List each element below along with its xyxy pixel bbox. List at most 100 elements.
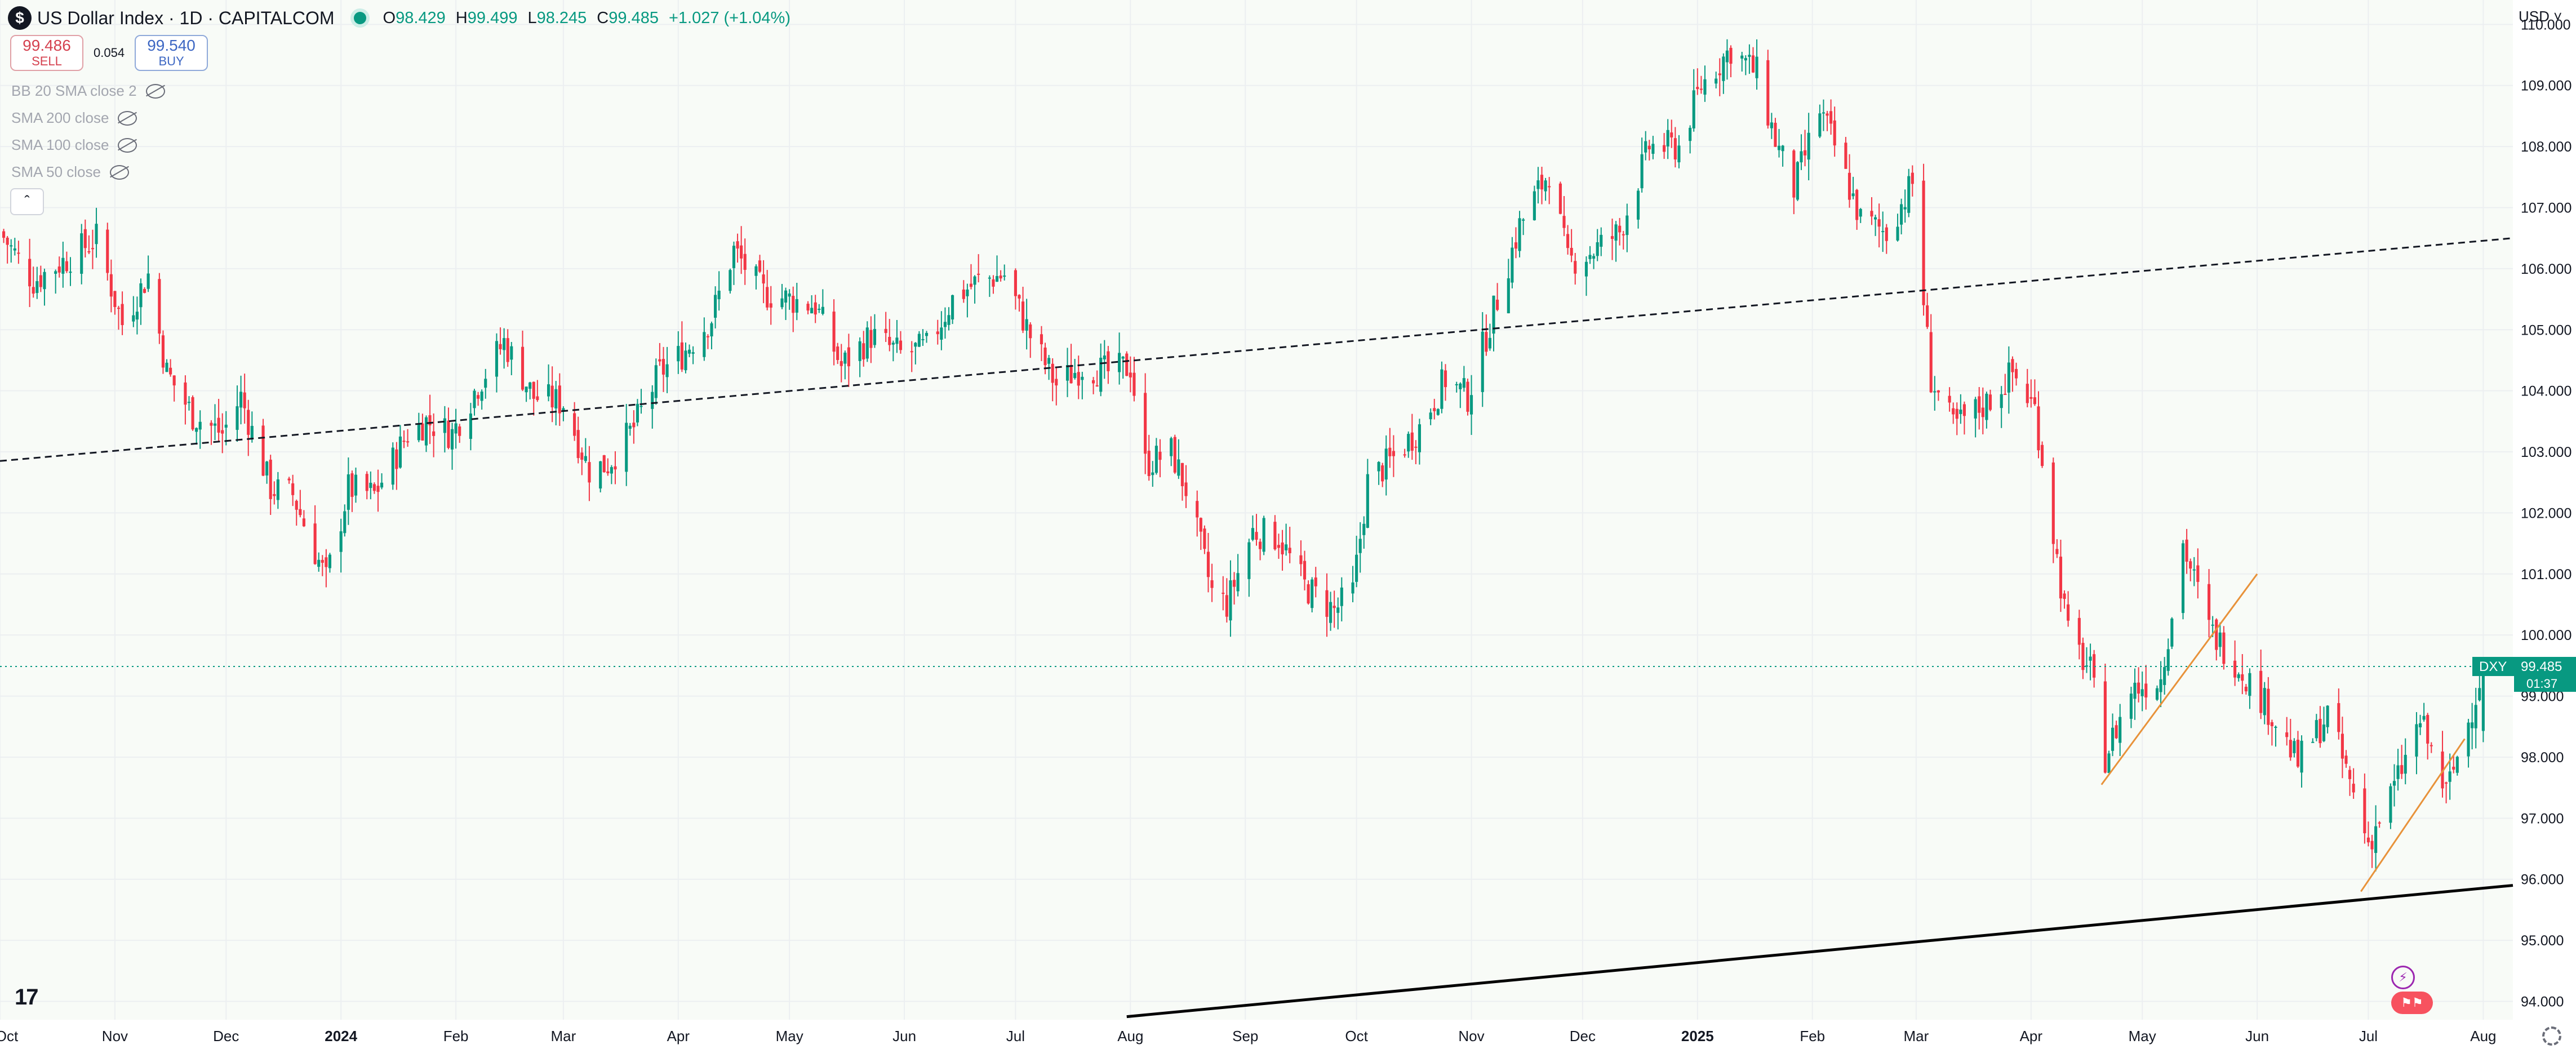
candle-body bbox=[858, 341, 861, 361]
tradingview-logo-icon[interactable]: 17 bbox=[15, 985, 38, 1010]
symbol-legend[interactable]: $ US Dollar Index · 1D · CAPITALCOM O 98.… bbox=[0, 0, 801, 36]
candle-body bbox=[1177, 459, 1180, 476]
candle-body bbox=[1570, 248, 1573, 256]
candle-body bbox=[1588, 255, 1592, 259]
time-tick-label: Mar bbox=[1904, 1028, 1929, 1044]
candle-body bbox=[2430, 745, 2433, 746]
candle-body bbox=[184, 382, 187, 405]
candle-body bbox=[195, 428, 198, 432]
candle-body bbox=[480, 392, 483, 401]
candle-body bbox=[2089, 656, 2092, 661]
candle-body bbox=[2093, 654, 2096, 678]
candle-body bbox=[269, 459, 272, 499]
candle-body bbox=[1091, 380, 1095, 384]
candle-body bbox=[1870, 211, 1873, 217]
candle-body bbox=[788, 293, 791, 297]
eye-off-icon[interactable] bbox=[118, 137, 137, 153]
candle-body bbox=[2244, 686, 2248, 692]
candle-body bbox=[1410, 432, 1414, 451]
candle-body bbox=[87, 251, 91, 252]
candle-body bbox=[28, 259, 32, 287]
candle-body bbox=[1014, 270, 1017, 296]
candle-body bbox=[2189, 561, 2192, 569]
candle-body bbox=[2455, 757, 2459, 773]
symbol-title[interactable]: US Dollar Index · 1D · CAPITALCOM bbox=[37, 7, 335, 28]
candle-body bbox=[1644, 141, 1647, 153]
time-tick-label: Feb bbox=[443, 1028, 469, 1044]
candle-body bbox=[1959, 410, 1962, 414]
us-flag-icon[interactable]: ⚑⚑ bbox=[2391, 992, 2433, 1014]
candle-body bbox=[1225, 595, 1228, 617]
candle-body bbox=[2319, 718, 2322, 744]
candle-body bbox=[146, 273, 150, 289]
collapse-indicators-button[interactable]: ˆ bbox=[10, 188, 44, 215]
candle-body bbox=[224, 424, 228, 428]
candle-body bbox=[862, 343, 865, 359]
buy-price: 99.540 bbox=[147, 37, 196, 54]
settings-gear-icon[interactable] bbox=[2542, 1026, 2561, 1046]
candle-body bbox=[1184, 482, 1188, 496]
candle-body bbox=[521, 346, 525, 390]
candle-body bbox=[1277, 545, 1281, 548]
candle-body bbox=[1518, 218, 1521, 251]
candle-body bbox=[1236, 573, 1240, 592]
candle-body bbox=[2137, 682, 2140, 694]
price-axis-background[interactable] bbox=[2513, 0, 2576, 1049]
price-tick-label: 97.000 bbox=[2521, 811, 2564, 826]
candle-body bbox=[443, 418, 446, 433]
candle-body bbox=[506, 338, 509, 362]
candle-body bbox=[610, 467, 613, 474]
candlestick-series bbox=[2, 39, 2485, 872]
candle-body bbox=[350, 473, 354, 497]
candle-body bbox=[158, 279, 161, 334]
candle-body bbox=[1262, 518, 1265, 552]
buy-button[interactable]: 99.540 BUY bbox=[135, 35, 208, 71]
trendlines[interactable] bbox=[0, 237, 2513, 1019]
candle-body bbox=[1336, 607, 1340, 613]
candle-body bbox=[1440, 369, 1444, 409]
candle-body bbox=[2011, 359, 2014, 372]
time-tick-label: Dec bbox=[213, 1028, 239, 1044]
candle-body bbox=[1985, 393, 1988, 420]
candle-body bbox=[139, 283, 143, 308]
indicator-sma-100[interactable]: SMA 100 close bbox=[11, 136, 137, 154]
candle-body bbox=[61, 257, 65, 274]
price-tag: DXY 99.485 01:37 bbox=[2472, 657, 2576, 692]
candle-body bbox=[2077, 617, 2081, 645]
candle-body bbox=[2404, 754, 2407, 774]
currency-selector[interactable]: USD ˅ bbox=[2519, 8, 2562, 25]
candle-body bbox=[658, 359, 661, 362]
candle-body bbox=[1640, 154, 1644, 189]
eye-off-icon[interactable] bbox=[118, 110, 137, 126]
eye-off-icon[interactable] bbox=[145, 83, 165, 99]
candle-body bbox=[914, 343, 917, 347]
candle-body bbox=[1770, 122, 1773, 128]
candle-body bbox=[2007, 362, 2010, 393]
candle-body bbox=[250, 425, 254, 439]
time-axis-background[interactable] bbox=[0, 1020, 2513, 1049]
candle-body bbox=[1377, 462, 1380, 472]
time-tick-label: Oct bbox=[1345, 1028, 1368, 1044]
candle-body bbox=[417, 423, 420, 441]
indicator-bb[interactable]: BB 20 SMA close 2 bbox=[11, 82, 165, 100]
candle-body bbox=[814, 302, 817, 315]
candle-body bbox=[1833, 120, 1836, 146]
candle-body bbox=[1488, 337, 1491, 349]
indicator-sma-50[interactable]: SMA 50 close bbox=[11, 163, 129, 181]
indicator-sma-200[interactable]: SMA 200 close bbox=[11, 109, 137, 127]
candle-body bbox=[2155, 688, 2159, 700]
lightning-icon[interactable]: ⚡ bbox=[2391, 966, 2415, 989]
sell-button[interactable]: 99.486 SELL bbox=[10, 35, 83, 71]
price-tick-label: 96.000 bbox=[2521, 872, 2564, 888]
candle-body bbox=[265, 461, 269, 475]
candle-body bbox=[325, 557, 328, 567]
candle-body bbox=[117, 308, 121, 309]
eye-off-icon[interactable] bbox=[109, 165, 129, 180]
candle-body bbox=[1804, 150, 1807, 155]
candle-body bbox=[380, 482, 384, 488]
candle-body bbox=[2181, 543, 2185, 614]
candle-body bbox=[1151, 472, 1154, 475]
candle-body bbox=[39, 275, 42, 287]
candle-body bbox=[2233, 660, 2237, 678]
